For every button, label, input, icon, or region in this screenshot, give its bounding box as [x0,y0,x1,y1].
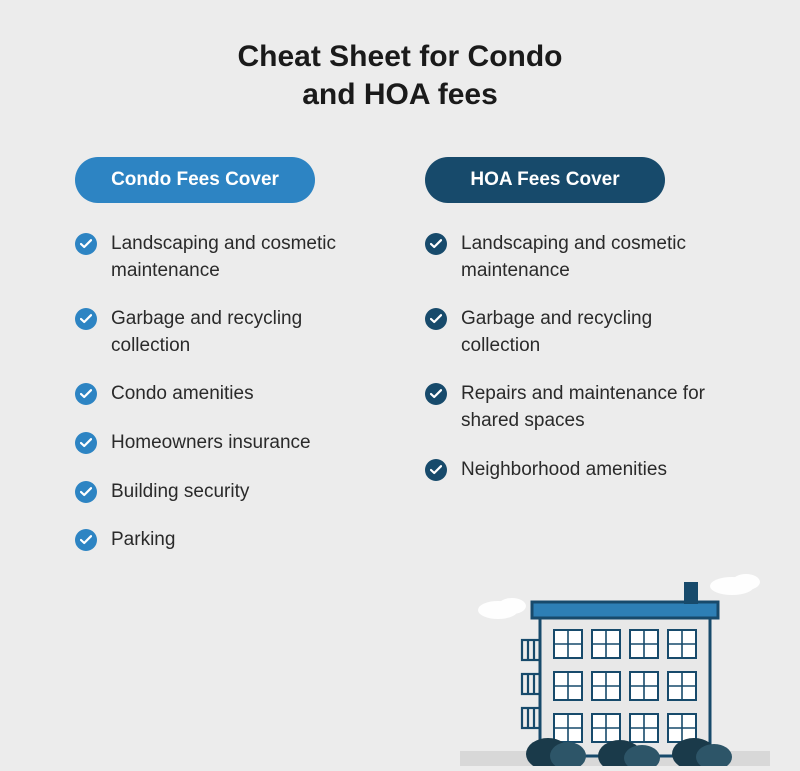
columns-container: Condo Fees Cover Landscaping and cosmeti… [0,157,800,554]
page-title: Cheat Sheet for Condo and HOA fees [0,0,800,113]
condo-list: Landscaping and cosmetic maintenance Garb… [75,231,375,554]
list-item-text: Homeowners insurance [111,430,311,457]
list-item: Landscaping and cosmetic maintenance [75,231,375,284]
column-condo: Condo Fees Cover Landscaping and cosmeti… [75,157,375,554]
list-item-text: Garbage and recycling collection [111,306,375,359]
list-item-text: Building security [111,479,249,506]
check-icon [75,481,97,503]
list-item-text: Condo amenities [111,381,254,408]
check-icon [425,459,447,481]
title-line-1: Cheat Sheet for Condo [237,40,562,73]
check-icon [75,529,97,551]
condo-pill: Condo Fees Cover [75,157,315,203]
list-item: Homeowners insurance [75,430,375,457]
list-item-text: Neighborhood amenities [461,457,667,484]
check-icon [75,308,97,330]
list-item: Parking [75,527,375,554]
title-line-2: and HOA fees [302,78,498,111]
list-item-text: Landscaping and cosmetic maintenance [111,231,375,284]
list-item-text: Parking [111,527,175,554]
check-icon [425,233,447,255]
list-item: Condo amenities [75,381,375,408]
column-hoa: HOA Fees Cover Landscaping and cosmetic … [425,157,725,554]
list-item: Repairs and maintenance for shared space… [425,381,725,434]
list-item: Landscaping and cosmetic maintenance [425,231,725,284]
check-icon [75,233,97,255]
list-item-text: Landscaping and cosmetic maintenance [461,231,725,284]
check-icon [425,383,447,405]
check-icon [75,383,97,405]
list-item-text: Garbage and recycling collection [461,306,725,359]
list-item: Garbage and recycling collection [75,306,375,359]
list-item: Building security [75,479,375,506]
list-item-text: Repairs and maintenance for shared space… [461,381,725,434]
check-icon [425,308,447,330]
hoa-pill: HOA Fees Cover [425,157,665,203]
list-item: Garbage and recycling collection [425,306,725,359]
hoa-list: Landscaping and cosmetic maintenance Garb… [425,231,725,483]
list-item: Neighborhood amenities [425,457,725,484]
building-illustration [460,556,770,766]
check-icon [75,432,97,454]
